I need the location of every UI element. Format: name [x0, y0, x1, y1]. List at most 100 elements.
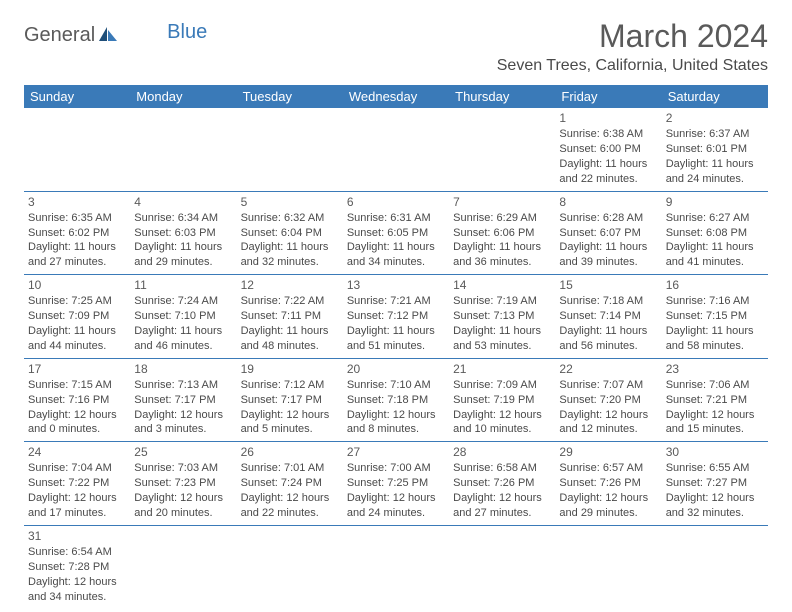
day-number: 13 — [347, 277, 445, 293]
sunset-text: Sunset: 6:05 PM — [347, 226, 445, 241]
sunset-text: Sunset: 7:28 PM — [28, 560, 126, 575]
sunset-text: Sunset: 6:03 PM — [134, 226, 232, 241]
calendar-week-row: 31Sunrise: 6:54 AMSunset: 7:28 PMDayligh… — [24, 525, 768, 608]
calendar-table: SundayMondayTuesdayWednesdayThursdayFrid… — [24, 85, 768, 608]
daylight-text: Daylight: 11 hours and 48 minutes. — [241, 324, 339, 354]
calendar-day-cell: 20Sunrise: 7:10 AMSunset: 7:18 PMDayligh… — [343, 358, 449, 442]
sunset-text: Sunset: 7:11 PM — [241, 309, 339, 324]
sunset-text: Sunset: 7:09 PM — [28, 309, 126, 324]
sunset-text: Sunset: 7:25 PM — [347, 476, 445, 491]
day-number: 9 — [666, 194, 764, 210]
sunrise-text: Sunrise: 7:18 AM — [559, 294, 657, 309]
sunrise-text: Sunrise: 6:57 AM — [559, 461, 657, 476]
calendar-day-cell — [662, 525, 768, 608]
sunrise-text: Sunrise: 7:09 AM — [453, 378, 551, 393]
sunrise-text: Sunrise: 7:24 AM — [134, 294, 232, 309]
daylight-text: Daylight: 11 hours and 32 minutes. — [241, 240, 339, 270]
daylight-text: Daylight: 12 hours and 20 minutes. — [134, 491, 232, 521]
day-number: 7 — [453, 194, 551, 210]
sunset-text: Sunset: 7:17 PM — [134, 393, 232, 408]
sunrise-text: Sunrise: 6:32 AM — [241, 211, 339, 226]
sunset-text: Sunset: 6:01 PM — [666, 142, 764, 157]
daylight-text: Daylight: 11 hours and 56 minutes. — [559, 324, 657, 354]
sunset-text: Sunset: 6:04 PM — [241, 226, 339, 241]
sunset-text: Sunset: 7:18 PM — [347, 393, 445, 408]
sunrise-text: Sunrise: 7:25 AM — [28, 294, 126, 309]
daylight-text: Daylight: 11 hours and 53 minutes. — [453, 324, 551, 354]
day-number: 5 — [241, 194, 339, 210]
calendar-day-cell: 31Sunrise: 6:54 AMSunset: 7:28 PMDayligh… — [24, 525, 130, 608]
day-number: 3 — [28, 194, 126, 210]
calendar-day-cell — [555, 525, 661, 608]
calendar-day-cell — [130, 108, 236, 191]
calendar-body: 1Sunrise: 6:38 AMSunset: 6:00 PMDaylight… — [24, 108, 768, 608]
calendar-day-cell: 27Sunrise: 7:00 AMSunset: 7:25 PMDayligh… — [343, 442, 449, 526]
page-title: March 2024 — [497, 18, 768, 55]
sunrise-text: Sunrise: 6:35 AM — [28, 211, 126, 226]
daylight-text: Daylight: 11 hours and 29 minutes. — [134, 240, 232, 270]
daylight-text: Daylight: 12 hours and 8 minutes. — [347, 408, 445, 438]
calendar-day-cell — [24, 108, 130, 191]
daylight-text: Daylight: 12 hours and 3 minutes. — [134, 408, 232, 438]
sail-icon — [97, 25, 119, 46]
day-header: Monday — [130, 85, 236, 108]
daylight-text: Daylight: 12 hours and 34 minutes. — [28, 575, 126, 605]
sunset-text: Sunset: 7:10 PM — [134, 309, 232, 324]
day-number: 24 — [28, 444, 126, 460]
sunrise-text: Sunrise: 7:04 AM — [28, 461, 126, 476]
location-text: Seven Trees, California, United States — [497, 57, 768, 75]
sunset-text: Sunset: 7:26 PM — [453, 476, 551, 491]
daylight-text: Daylight: 12 hours and 27 minutes. — [453, 491, 551, 521]
day-number: 12 — [241, 277, 339, 293]
sunrise-text: Sunrise: 7:16 AM — [666, 294, 764, 309]
calendar-day-cell: 15Sunrise: 7:18 AMSunset: 7:14 PMDayligh… — [555, 275, 661, 359]
calendar-day-cell — [343, 108, 449, 191]
day-number: 4 — [134, 194, 232, 210]
day-header: Tuesday — [237, 85, 343, 108]
sunset-text: Sunset: 6:06 PM — [453, 226, 551, 241]
sunset-text: Sunset: 7:19 PM — [453, 393, 551, 408]
logo-text-general: General — [24, 24, 95, 47]
calendar-day-cell — [449, 108, 555, 191]
calendar-day-cell: 16Sunrise: 7:16 AMSunset: 7:15 PMDayligh… — [662, 275, 768, 359]
daylight-text: Daylight: 11 hours and 27 minutes. — [28, 240, 126, 270]
day-number: 15 — [559, 277, 657, 293]
daylight-text: Daylight: 11 hours and 46 minutes. — [134, 324, 232, 354]
calendar-week-row: 24Sunrise: 7:04 AMSunset: 7:22 PMDayligh… — [24, 442, 768, 526]
calendar-day-cell: 21Sunrise: 7:09 AMSunset: 7:19 PMDayligh… — [449, 358, 555, 442]
sunrise-text: Sunrise: 6:34 AM — [134, 211, 232, 226]
daylight-text: Daylight: 12 hours and 0 minutes. — [28, 408, 126, 438]
calendar-week-row: 3Sunrise: 6:35 AMSunset: 6:02 PMDaylight… — [24, 191, 768, 275]
day-number: 27 — [347, 444, 445, 460]
day-header: Saturday — [662, 85, 768, 108]
sunset-text: Sunset: 7:13 PM — [453, 309, 551, 324]
calendar-day-cell: 23Sunrise: 7:06 AMSunset: 7:21 PMDayligh… — [662, 358, 768, 442]
daylight-text: Daylight: 12 hours and 12 minutes. — [559, 408, 657, 438]
calendar-day-cell: 18Sunrise: 7:13 AMSunset: 7:17 PMDayligh… — [130, 358, 236, 442]
sunset-text: Sunset: 7:15 PM — [666, 309, 764, 324]
day-header: Sunday — [24, 85, 130, 108]
calendar-day-cell: 14Sunrise: 7:19 AMSunset: 7:13 PMDayligh… — [449, 275, 555, 359]
logo: General Blue — [24, 24, 207, 47]
logo-text-blue: Blue — [167, 21, 207, 44]
calendar-day-cell: 25Sunrise: 7:03 AMSunset: 7:23 PMDayligh… — [130, 442, 236, 526]
sunrise-text: Sunrise: 7:13 AM — [134, 378, 232, 393]
calendar-day-cell: 28Sunrise: 6:58 AMSunset: 7:26 PMDayligh… — [449, 442, 555, 526]
sunrise-text: Sunrise: 7:00 AM — [347, 461, 445, 476]
sunset-text: Sunset: 7:14 PM — [559, 309, 657, 324]
sunrise-text: Sunrise: 6:55 AM — [666, 461, 764, 476]
day-number: 1 — [559, 110, 657, 126]
sunset-text: Sunset: 6:07 PM — [559, 226, 657, 241]
calendar-day-cell: 6Sunrise: 6:31 AMSunset: 6:05 PMDaylight… — [343, 191, 449, 275]
daylight-text: Daylight: 11 hours and 58 minutes. — [666, 324, 764, 354]
daylight-text: Daylight: 12 hours and 29 minutes. — [559, 491, 657, 521]
sunrise-text: Sunrise: 7:22 AM — [241, 294, 339, 309]
day-number: 2 — [666, 110, 764, 126]
sunset-text: Sunset: 6:08 PM — [666, 226, 764, 241]
sunrise-text: Sunrise: 7:21 AM — [347, 294, 445, 309]
sunset-text: Sunset: 7:17 PM — [241, 393, 339, 408]
day-number: 11 — [134, 277, 232, 293]
calendar-day-cell: 2Sunrise: 6:37 AMSunset: 6:01 PMDaylight… — [662, 108, 768, 191]
calendar-week-row: 17Sunrise: 7:15 AMSunset: 7:16 PMDayligh… — [24, 358, 768, 442]
calendar-day-cell: 7Sunrise: 6:29 AMSunset: 6:06 PMDaylight… — [449, 191, 555, 275]
